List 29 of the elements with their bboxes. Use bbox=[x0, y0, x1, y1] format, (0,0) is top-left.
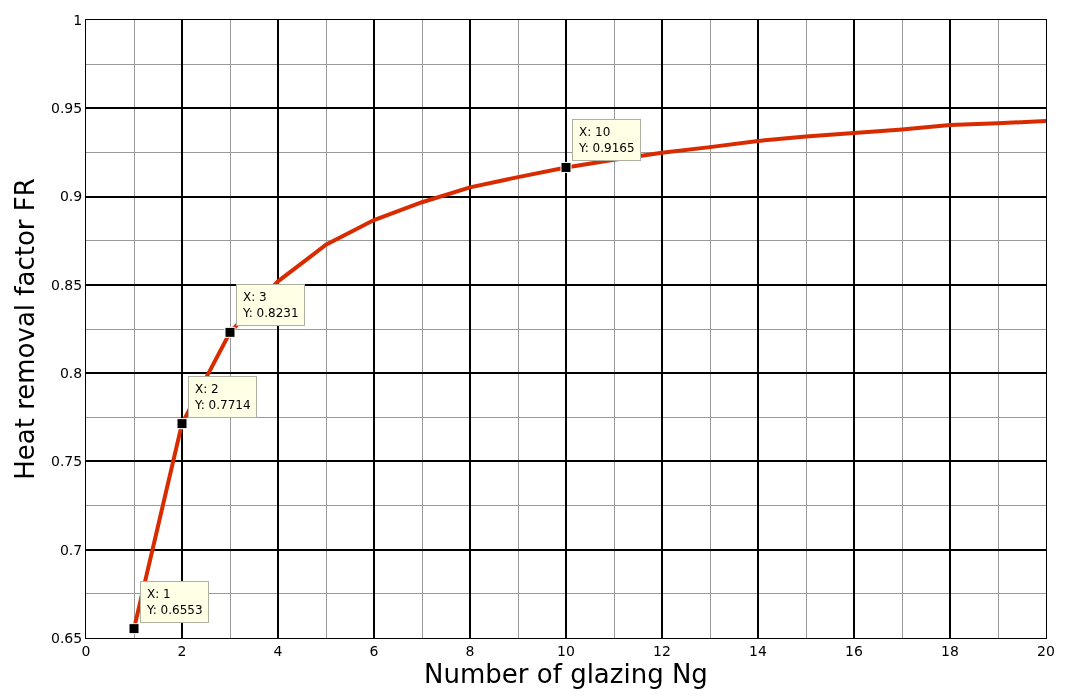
point bbox=[224, 326, 236, 338]
x-tick-label: 6 bbox=[369, 642, 379, 659]
x-tick-label: 20 bbox=[1037, 642, 1055, 659]
annotation: X: 2 Y: 0.7714 bbox=[194, 382, 251, 412]
x-tick-label: 4 bbox=[273, 642, 283, 659]
y-tick-label: 0.7 bbox=[59, 541, 83, 558]
point bbox=[128, 623, 140, 635]
x-tick-label: 0 bbox=[81, 642, 91, 659]
x-axis-title: Number of glazing Ng bbox=[424, 658, 708, 689]
x-tick-label: 16 bbox=[845, 642, 863, 659]
y-tick-label: 0.65 bbox=[51, 629, 83, 646]
x-tick-label: 18 bbox=[941, 642, 959, 659]
point bbox=[176, 418, 188, 430]
x-tick-label: 2 bbox=[177, 642, 187, 659]
y-axis-title: Heat removal factor FR bbox=[10, 178, 41, 480]
x-tick-label: 10 bbox=[557, 642, 575, 659]
annotation: X: 10 Y: 0.9165 bbox=[578, 125, 635, 155]
y-tick-label: 0.8 bbox=[59, 365, 83, 382]
point bbox=[560, 161, 572, 173]
x-tick-label: 14 bbox=[749, 642, 767, 659]
y-tick-label: 0.85 bbox=[51, 276, 83, 293]
annotation: X: 1 Y: 0.6553 bbox=[146, 587, 203, 617]
y-tick-label: 0.95 bbox=[51, 100, 83, 117]
y-tick-label: 0.75 bbox=[51, 453, 83, 470]
y-tick-label: 0.9 bbox=[59, 188, 83, 205]
annotation: X: 3 Y: 0.8231 bbox=[242, 290, 299, 320]
y-tick-label: 1 bbox=[73, 11, 83, 28]
x-tick-label: 12 bbox=[653, 642, 671, 659]
x-tick-label: 8 bbox=[465, 642, 475, 659]
